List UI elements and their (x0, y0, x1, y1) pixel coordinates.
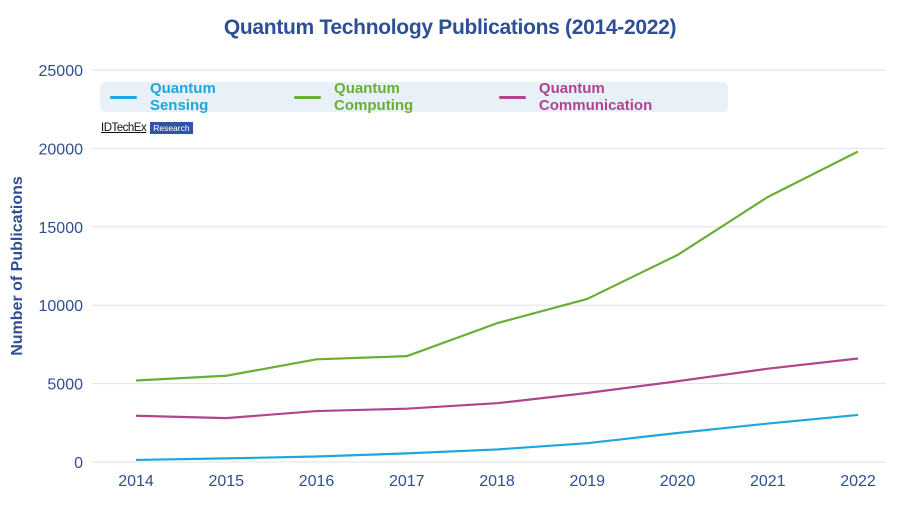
legend-label: Quantum Computing (334, 80, 414, 114)
x-tick-label: 2021 (750, 473, 786, 490)
y-tick-label: 20000 (39, 141, 84, 158)
legend-label: Quantum Communication (538, 80, 653, 114)
x-tick-label: 2019 (569, 473, 605, 490)
x-tick-label: 2015 (208, 473, 244, 490)
legend: Quantum Sensing Quantum Computing Quantu… (100, 80, 728, 114)
legend-swatch (294, 95, 322, 99)
x-axis-ticks: 2014 2015 2016 2017 2018 2019 2020 2021 2022 (118, 473, 876, 490)
x-tick-label: 2022 (840, 473, 876, 490)
brand-name: IDTechEx (101, 122, 147, 134)
series-line-quantum-sensing (135, 413, 859, 462)
series-line-quantum-communication (135, 357, 859, 420)
x-tick-label: 2016 (299, 473, 335, 490)
x-tick-label: 2020 (660, 473, 696, 490)
legend-label: Quantum Sensing (149, 80, 216, 114)
y-tick-label: 10000 (39, 298, 84, 315)
chart-title: Quantum Technology Publications (2014-20… (223, 16, 677, 39)
legend-item-sensing[interactable]: Quantum Sensing (110, 80, 278, 114)
y-tick-label: 0 (74, 455, 83, 472)
legend-item-communication[interactable]: Quantum Communication (498, 80, 722, 114)
legend-swatch (110, 95, 137, 99)
legend-item-computing[interactable]: Quantum Computing (294, 80, 483, 114)
x-tick-label: 2014 (118, 473, 154, 490)
series-lines (135, 150, 859, 462)
legend-swatch (498, 95, 526, 99)
brand-tag: Research (150, 122, 193, 134)
y-tick-label: 5000 (47, 377, 83, 394)
y-axis-ticks: 0 5000 10000 15000 20000 25000 (39, 63, 84, 472)
x-tick-label: 2018 (479, 473, 515, 490)
series-line-quantum-computing (135, 150, 859, 382)
brand-logo: IDTechEx Research (101, 122, 193, 134)
y-tick-label: 15000 (39, 220, 84, 237)
gridlines (92, 69, 886, 463)
x-tick-label: 2017 (389, 473, 425, 490)
y-axis-label: Number of Publications (9, 176, 26, 356)
y-tick-label: 25000 (39, 63, 84, 80)
